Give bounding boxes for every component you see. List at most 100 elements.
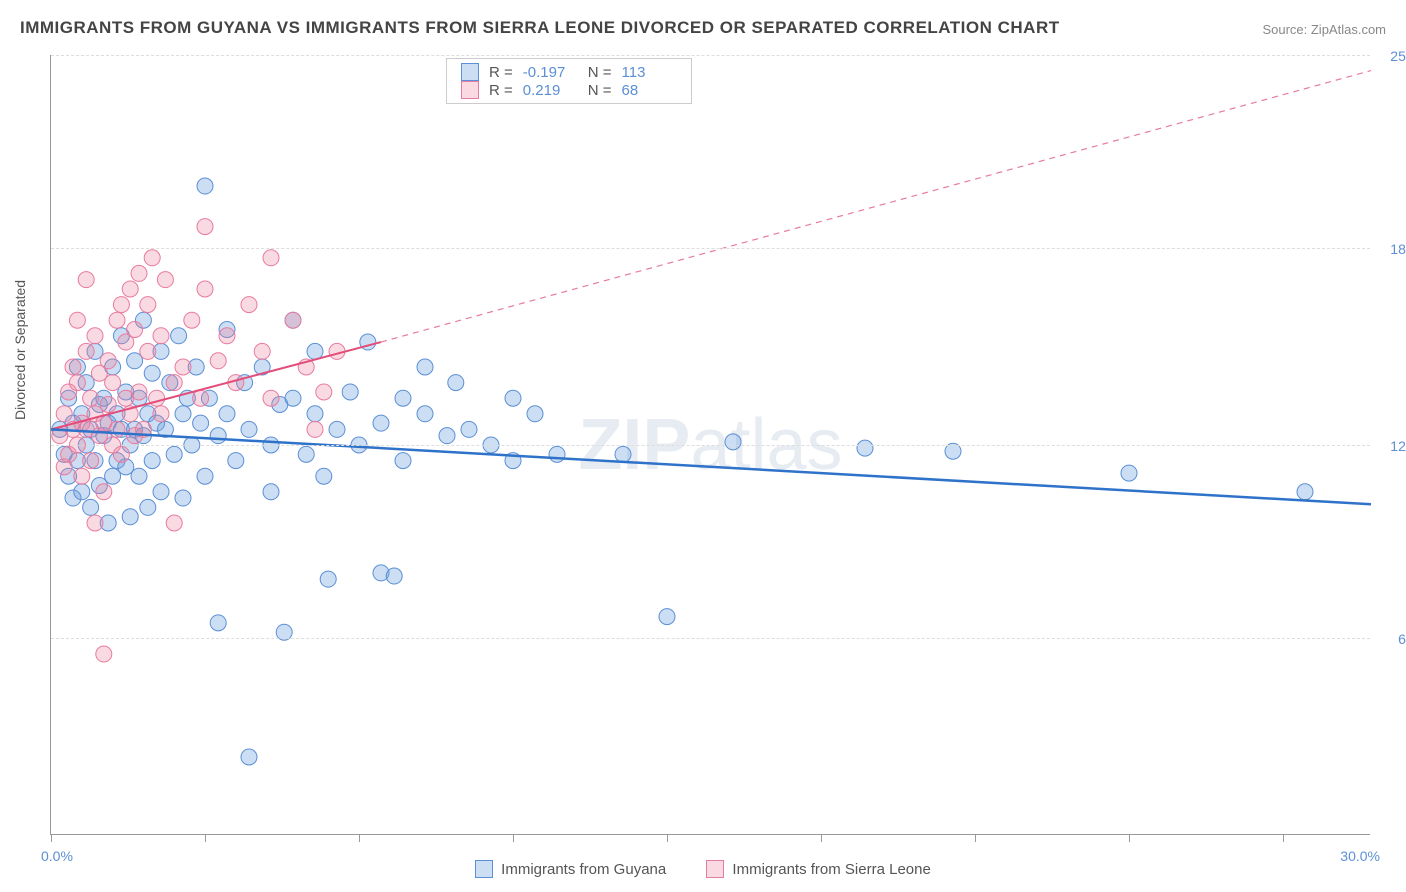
- scatter-point: [210, 615, 226, 631]
- scatter-point: [1121, 465, 1137, 481]
- scatter-point: [74, 484, 90, 500]
- scatter-point: [166, 515, 182, 531]
- scatter-point: [171, 328, 187, 344]
- scatter-point: [140, 297, 156, 313]
- scatter-point: [193, 390, 209, 406]
- scatter-point: [857, 440, 873, 456]
- stats-row-2: R = 0.219 N = 68: [461, 81, 677, 99]
- stats-row-1: R = -0.197 N = 113: [461, 63, 677, 81]
- scatter-point: [153, 484, 169, 500]
- chart-container: IMMIGRANTS FROM GUYANA VS IMMIGRANTS FRO…: [0, 0, 1406, 892]
- scatter-point: [157, 272, 173, 288]
- r-label-1: R =: [489, 64, 513, 81]
- scatter-point: [659, 609, 675, 625]
- scatter-point: [439, 428, 455, 444]
- scatter-point: [87, 328, 103, 344]
- scatter-point: [69, 375, 85, 391]
- scatter-point: [175, 490, 191, 506]
- y-axis-label: Divorced or Separated: [12, 280, 28, 420]
- scatter-point: [78, 272, 94, 288]
- scatter-point: [725, 434, 741, 450]
- scatter-point: [166, 446, 182, 462]
- scatter-point: [210, 353, 226, 369]
- scatter-point: [263, 390, 279, 406]
- y-tick-label: 25.0%: [1375, 48, 1406, 64]
- y-tick-label: 6.3%: [1375, 631, 1406, 647]
- scatter-point: [395, 453, 411, 469]
- scatter-point: [549, 446, 565, 462]
- r-value-2: 0.219: [523, 82, 578, 99]
- legend-item-2: Immigrants from Sierra Leone: [706, 860, 930, 878]
- r-value-1: -0.197: [523, 64, 578, 81]
- scatter-point: [113, 446, 129, 462]
- scatter-point: [83, 453, 99, 469]
- scatter-point: [228, 453, 244, 469]
- scatter-point: [96, 646, 112, 662]
- scatter-point: [417, 359, 433, 375]
- scatter-point: [219, 406, 235, 422]
- scatter-point: [197, 281, 213, 297]
- scatter-point: [254, 343, 270, 359]
- scatter-point: [105, 375, 121, 391]
- source-label: Source: ZipAtlas.com: [1262, 22, 1386, 37]
- scatter-point: [153, 328, 169, 344]
- scatter-point: [140, 343, 156, 359]
- legend-label-1: Immigrants from Guyana: [501, 861, 666, 878]
- scatter-point: [329, 421, 345, 437]
- scatter-point: [505, 390, 521, 406]
- scatter-point: [1297, 484, 1313, 500]
- scatter-point: [527, 406, 543, 422]
- scatter-point: [241, 297, 257, 313]
- legend-swatch-1: [475, 860, 493, 878]
- scatter-point: [113, 297, 129, 313]
- scatter-point: [197, 178, 213, 194]
- scatter-point: [241, 421, 257, 437]
- scatter-point: [316, 468, 332, 484]
- scatter-point: [166, 375, 182, 391]
- scatter-point: [144, 365, 160, 381]
- scatter-point: [109, 312, 125, 328]
- plot-area: ZIPatlas R = -0.197 N = 113 R = 0.219 N …: [50, 55, 1370, 835]
- scatter-point: [193, 415, 209, 431]
- scatter-point: [65, 359, 81, 375]
- bottom-legend: Immigrants from Guyana Immigrants from S…: [0, 860, 1406, 882]
- scatter-point: [386, 568, 402, 584]
- scatter-point: [131, 468, 147, 484]
- scatter-point: [122, 281, 138, 297]
- swatch-series-2: [461, 81, 479, 99]
- scatter-point: [448, 375, 464, 391]
- scatter-point: [184, 312, 200, 328]
- n-label-1: N =: [588, 64, 612, 81]
- scatter-point: [69, 312, 85, 328]
- scatter-point: [175, 406, 191, 422]
- scatter-point: [144, 453, 160, 469]
- scatter-point: [131, 384, 147, 400]
- n-value-1: 113: [622, 64, 677, 81]
- scatter-point: [241, 749, 257, 765]
- scatter-point: [144, 250, 160, 266]
- scatter-point: [100, 396, 116, 412]
- scatter-point: [78, 343, 94, 359]
- scatter-point: [263, 484, 279, 500]
- scatter-point: [307, 406, 323, 422]
- scatter-point: [263, 250, 279, 266]
- legend-label-2: Immigrants from Sierra Leone: [732, 861, 930, 878]
- scatter-point: [307, 421, 323, 437]
- y-tick-label: 18.8%: [1375, 241, 1406, 257]
- scatter-point: [74, 468, 90, 484]
- legend-swatch-2: [706, 860, 724, 878]
- scatter-point: [100, 353, 116, 369]
- scatter-point: [320, 571, 336, 587]
- swatch-series-1: [461, 63, 479, 81]
- scatter-point: [417, 406, 433, 422]
- y-tick-label: 12.5%: [1375, 438, 1406, 454]
- stats-legend-box: R = -0.197 N = 113 R = 0.219 N = 68: [446, 58, 692, 104]
- scatter-point: [615, 446, 631, 462]
- scatter-point: [373, 415, 389, 431]
- scatter-point: [219, 328, 235, 344]
- r-label-2: R =: [489, 82, 513, 99]
- scatter-point: [109, 421, 125, 437]
- n-label-2: N =: [588, 82, 612, 99]
- scatter-point: [285, 312, 301, 328]
- scatter-point: [316, 384, 332, 400]
